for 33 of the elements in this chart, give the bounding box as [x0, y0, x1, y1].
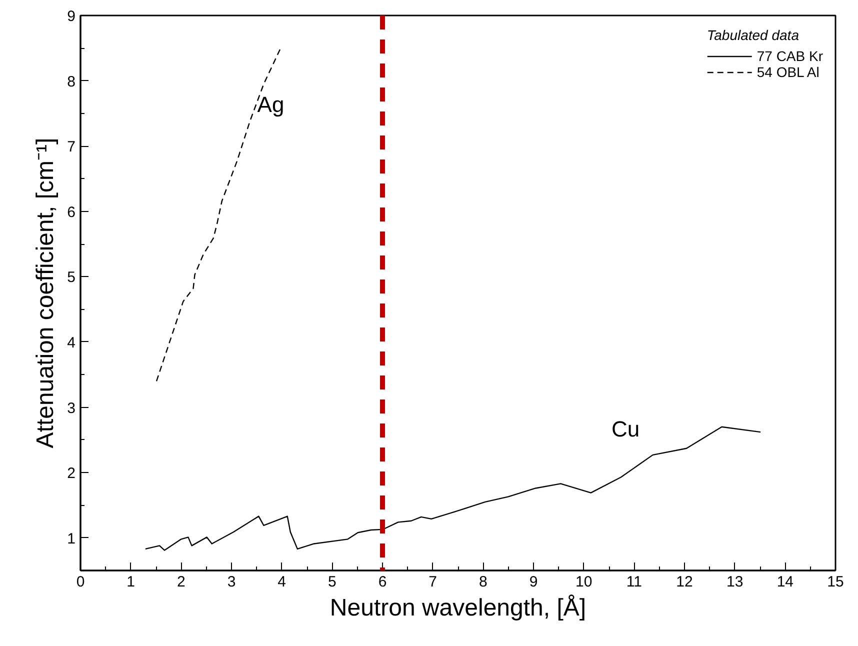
- legend-title: Tabulated data: [706, 27, 800, 43]
- y-axis-title: Attenuation coefficient, [cm⁻¹]: [32, 138, 60, 448]
- x-tick-label: 14: [776, 574, 794, 590]
- x-tick-label: 4: [278, 574, 286, 590]
- x-tick-label: 0: [76, 574, 85, 590]
- y-tick-label: 4: [67, 334, 76, 352]
- x-tick-label: 1: [126, 574, 136, 590]
- x-tick-label: 11: [626, 574, 642, 590]
- x-tick-label: 2: [176, 574, 186, 590]
- x-tick-label: 15: [827, 574, 844, 590]
- y-tick-label: 9: [67, 8, 76, 25]
- y-tick-label: 3: [67, 400, 76, 417]
- y-tick-label: 2: [67, 465, 76, 482]
- x-tick-label: 3: [227, 574, 236, 590]
- legend-label: 77 CAB Kr: [756, 48, 823, 64]
- y-tick-label: 7: [67, 138, 76, 156]
- annotation: Ag: [257, 92, 284, 117]
- y-tick-label: 8: [67, 73, 76, 90]
- x-tick-label: 9: [529, 574, 538, 590]
- x-tick-label: 10: [575, 574, 592, 590]
- y-tick-label: 6: [67, 204, 76, 221]
- x-tick-label: 6: [378, 574, 387, 590]
- y-tick-label: 5: [67, 269, 76, 286]
- legend-label: 54 OBL Al: [756, 64, 820, 80]
- annotation: Cu: [612, 416, 640, 442]
- x-tick-label: 12: [676, 574, 693, 590]
- x-tick-label: 8: [478, 574, 488, 590]
- x-tick-label: 13: [726, 574, 744, 590]
- line-series: [156, 48, 281, 382]
- x-tick-label: 7: [428, 574, 438, 590]
- x-tick-label: 5: [328, 574, 336, 590]
- x-axis-title: Neutron wavelength, [Å]: [330, 594, 586, 622]
- y-tick-label: 1: [67, 530, 76, 548]
